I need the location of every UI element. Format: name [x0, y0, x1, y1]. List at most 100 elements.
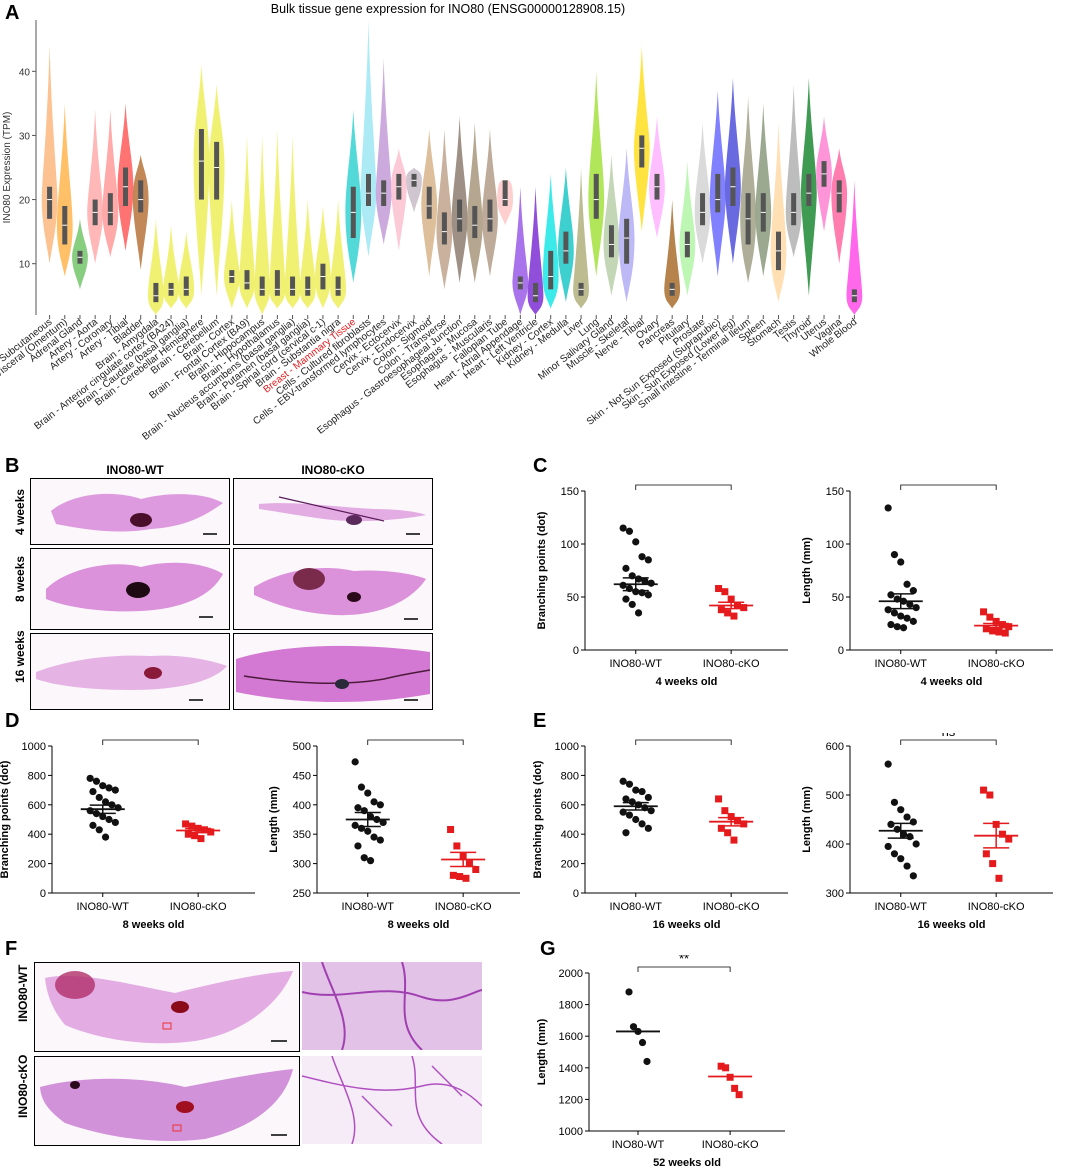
wt-point — [86, 774, 94, 782]
wt-point — [884, 760, 892, 768]
cko-point — [982, 850, 990, 858]
cko-point — [735, 1091, 743, 1099]
cko-point — [731, 1084, 739, 1092]
x-tick-label: INO80-cKO — [435, 901, 492, 913]
wt-point — [890, 798, 899, 806]
wt-point — [376, 801, 384, 809]
wt-point — [351, 821, 359, 829]
cko-point — [182, 820, 190, 828]
y-tick-label: 600 — [561, 800, 579, 812]
box-43 — [700, 193, 706, 226]
box-27 — [457, 199, 463, 232]
wt-point — [890, 551, 899, 559]
wt-point — [89, 787, 97, 796]
cko-point — [1005, 835, 1013, 843]
cko-point — [462, 874, 470, 882]
y-tick-label: 350 — [293, 829, 311, 841]
y-tick-label: 1200 — [559, 1094, 583, 1106]
wt-point — [105, 784, 113, 792]
box-15 — [274, 270, 280, 296]
photo-cko-4-weeks — [233, 478, 433, 545]
scatter-chart-d-branching: 0 200 400 600 800 1000 Branching points (dot) I… — [0, 733, 255, 931]
chart-title: 4 weeks old — [921, 676, 983, 688]
box-13 — [244, 270, 250, 290]
y-tick-label: 1800 — [559, 1000, 583, 1012]
y-tick-label: 1000 — [555, 741, 579, 753]
cko-point — [982, 625, 990, 633]
photo-cko-16-weeks — [233, 633, 433, 710]
cko-point — [197, 835, 205, 843]
violin-28 — [466, 122, 483, 283]
significance-bracket — [637, 966, 731, 972]
wt-point — [628, 600, 636, 609]
violin-41 — [664, 199, 681, 309]
scatter-chart-e-length: 300 400 500 600 Length (mm) INO80-WT INO80-cKO… — [801, 733, 1053, 931]
x-tick-label: INO80-cKO — [170, 901, 227, 913]
cko-point — [730, 612, 738, 620]
y-tick-label: 400 — [293, 800, 311, 812]
y-tick-label: 50 — [832, 592, 844, 604]
chart-title: 8 weeks old — [123, 919, 185, 931]
cko-point — [730, 836, 738, 844]
significance-bracket — [367, 739, 464, 745]
wt-point — [906, 833, 914, 841]
violin-49 — [785, 84, 802, 258]
cko-point — [717, 606, 725, 614]
significance-label: ** — [145, 733, 155, 739]
wt-point — [625, 988, 633, 996]
significance-bracket — [900, 484, 997, 490]
box-44 — [715, 173, 721, 213]
wt-point — [887, 591, 895, 599]
wt-point — [644, 591, 652, 599]
cko-point — [721, 807, 729, 815]
wt-point — [903, 580, 911, 588]
y-tick-label: 0 — [40, 888, 46, 900]
panel-label-c: C — [533, 455, 548, 477]
significance-label: ** — [679, 955, 689, 966]
y-tick-label: 500 — [826, 790, 844, 802]
box-37 — [608, 225, 614, 258]
cko-point — [472, 865, 480, 873]
violin-47 — [755, 103, 772, 277]
cko-point — [715, 795, 723, 803]
column-label-cko: INO80-cKO — [301, 463, 365, 477]
wt-point — [638, 1038, 647, 1047]
wt-point — [909, 818, 917, 826]
violin-53 — [846, 180, 863, 315]
scatter-chart-e-branching: 0 200 400 600 800 1000 Branching points (dot) I… — [533, 733, 788, 931]
y-axis-label: INO80 Expression (TPM) — [2, 112, 13, 224]
wt-point — [899, 624, 908, 632]
violin-35 — [573, 167, 589, 309]
violin-31 — [512, 186, 529, 315]
y-tick-label: 200 — [561, 859, 579, 871]
cko-point — [986, 613, 994, 621]
box-0 — [47, 186, 53, 219]
violin-46 — [740, 96, 757, 283]
wt-point — [364, 827, 372, 835]
wt-point — [625, 527, 634, 535]
violin-26 — [436, 129, 453, 290]
box-32 — [533, 282, 539, 303]
panel-label-g: G — [540, 938, 556, 960]
y-tick-label: 1600 — [559, 1031, 583, 1043]
y-tick-label: 150 — [826, 486, 844, 498]
wt-point — [899, 830, 908, 838]
y-tick-label: 0 — [573, 888, 579, 900]
wt-point — [357, 783, 366, 791]
violin-9 — [178, 231, 195, 309]
x-tick-label: INO80-cKO — [968, 901, 1025, 913]
cko-point — [995, 628, 1003, 636]
cko-point — [1005, 623, 1013, 631]
y-tick-label: 2000 — [559, 968, 583, 980]
violin-32 — [527, 186, 544, 315]
wt-point — [354, 842, 362, 850]
y-tick-label: 500 — [293, 741, 311, 753]
wt-point — [893, 825, 901, 833]
row-label-f-wt: INO80-WT — [16, 964, 30, 1022]
box-34 — [563, 231, 569, 264]
cko-point — [447, 825, 455, 833]
wt-point — [95, 826, 103, 834]
y-axis-label: Length (mm) — [536, 1018, 548, 1085]
wt-point — [625, 780, 634, 788]
photo-f-wt — [34, 962, 300, 1052]
